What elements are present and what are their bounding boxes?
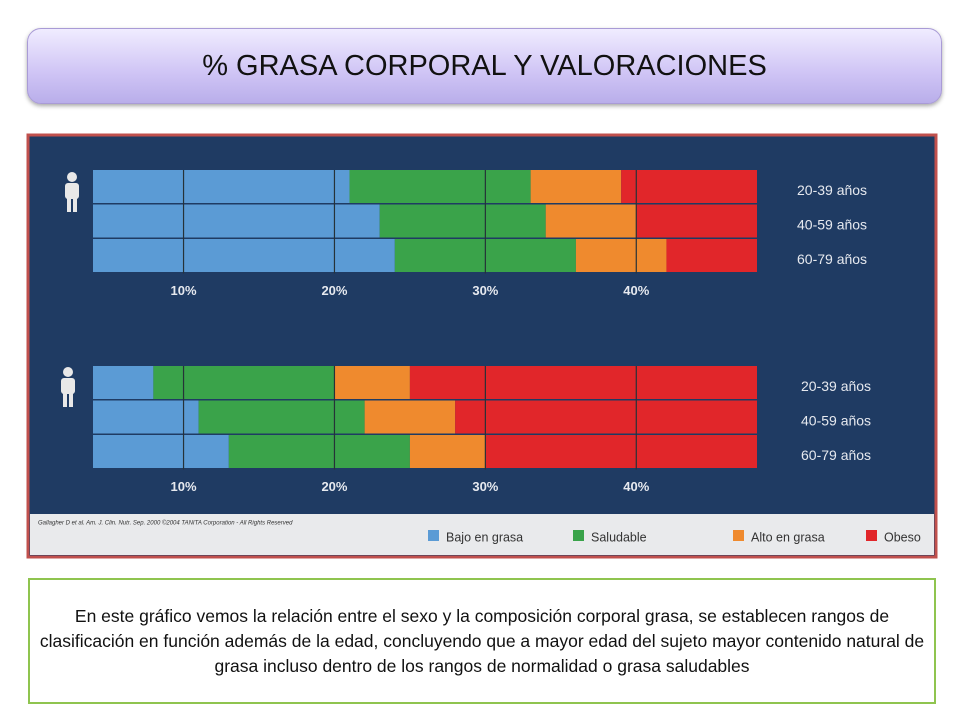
legend-swatch bbox=[428, 530, 439, 541]
range-segment bbox=[93, 170, 350, 203]
female-icon bbox=[65, 172, 79, 212]
legend-label: Saludable bbox=[591, 530, 647, 544]
range-segment bbox=[530, 170, 622, 203]
row-label: 40-59 años bbox=[801, 412, 871, 428]
range-segment bbox=[455, 400, 757, 434]
chart-photo: Gallagher D et al. Am. J. Clin. Nutr. Se… bbox=[26, 133, 938, 559]
range-segment bbox=[575, 239, 667, 272]
row-label: 20-39 años bbox=[797, 182, 867, 198]
source: Gallagher D et al. Am. J. Clin. Nutr. Se… bbox=[38, 520, 293, 527]
male-icon bbox=[61, 367, 75, 407]
range-segment bbox=[636, 204, 757, 238]
x-tick-label: 20% bbox=[321, 479, 347, 494]
x-tick-label: 30% bbox=[472, 283, 498, 298]
range-segment bbox=[93, 366, 154, 399]
range-segment bbox=[93, 400, 199, 434]
row-label: 20-39 años bbox=[801, 378, 871, 394]
legend-label: Obeso bbox=[884, 530, 921, 544]
legend-swatch bbox=[733, 530, 744, 541]
range-segment bbox=[198, 400, 365, 434]
range-segment bbox=[621, 170, 757, 203]
range-segment bbox=[409, 366, 757, 399]
slide-title: % GRASA CORPORAL Y VALORACIONES bbox=[27, 28, 942, 104]
range-segment bbox=[349, 170, 531, 203]
range-segment bbox=[409, 435, 486, 468]
range-segment bbox=[153, 366, 335, 399]
row-label: 60-79 años bbox=[797, 251, 867, 267]
x-tick-label: 20% bbox=[321, 283, 347, 298]
range-segment bbox=[379, 204, 546, 238]
range-segment bbox=[93, 435, 229, 468]
range-segment bbox=[545, 204, 637, 238]
x-tick-label: 30% bbox=[472, 479, 498, 494]
range-segment bbox=[364, 400, 456, 434]
legend-strip bbox=[30, 514, 934, 555]
legend-swatch bbox=[573, 530, 584, 541]
x-tick-label: 40% bbox=[623, 479, 649, 494]
range-segment bbox=[93, 204, 380, 238]
range-segment bbox=[485, 435, 757, 468]
range-segment bbox=[228, 435, 410, 468]
description: En este gráfico vemos la relación entre … bbox=[28, 578, 936, 704]
range-segment bbox=[666, 239, 757, 272]
x-tick-label: 10% bbox=[171, 283, 197, 298]
range-segment bbox=[93, 239, 395, 272]
legend-label: Alto en grasa bbox=[751, 530, 825, 544]
row-label: 40-59 años bbox=[797, 216, 867, 232]
range-segment bbox=[334, 366, 410, 399]
x-tick-label: 40% bbox=[623, 283, 649, 298]
row-label: 60-79 años bbox=[801, 447, 871, 463]
legend-label: Bajo en grasa bbox=[446, 530, 523, 544]
x-tick-label: 10% bbox=[171, 479, 197, 494]
legend-swatch bbox=[866, 530, 877, 541]
